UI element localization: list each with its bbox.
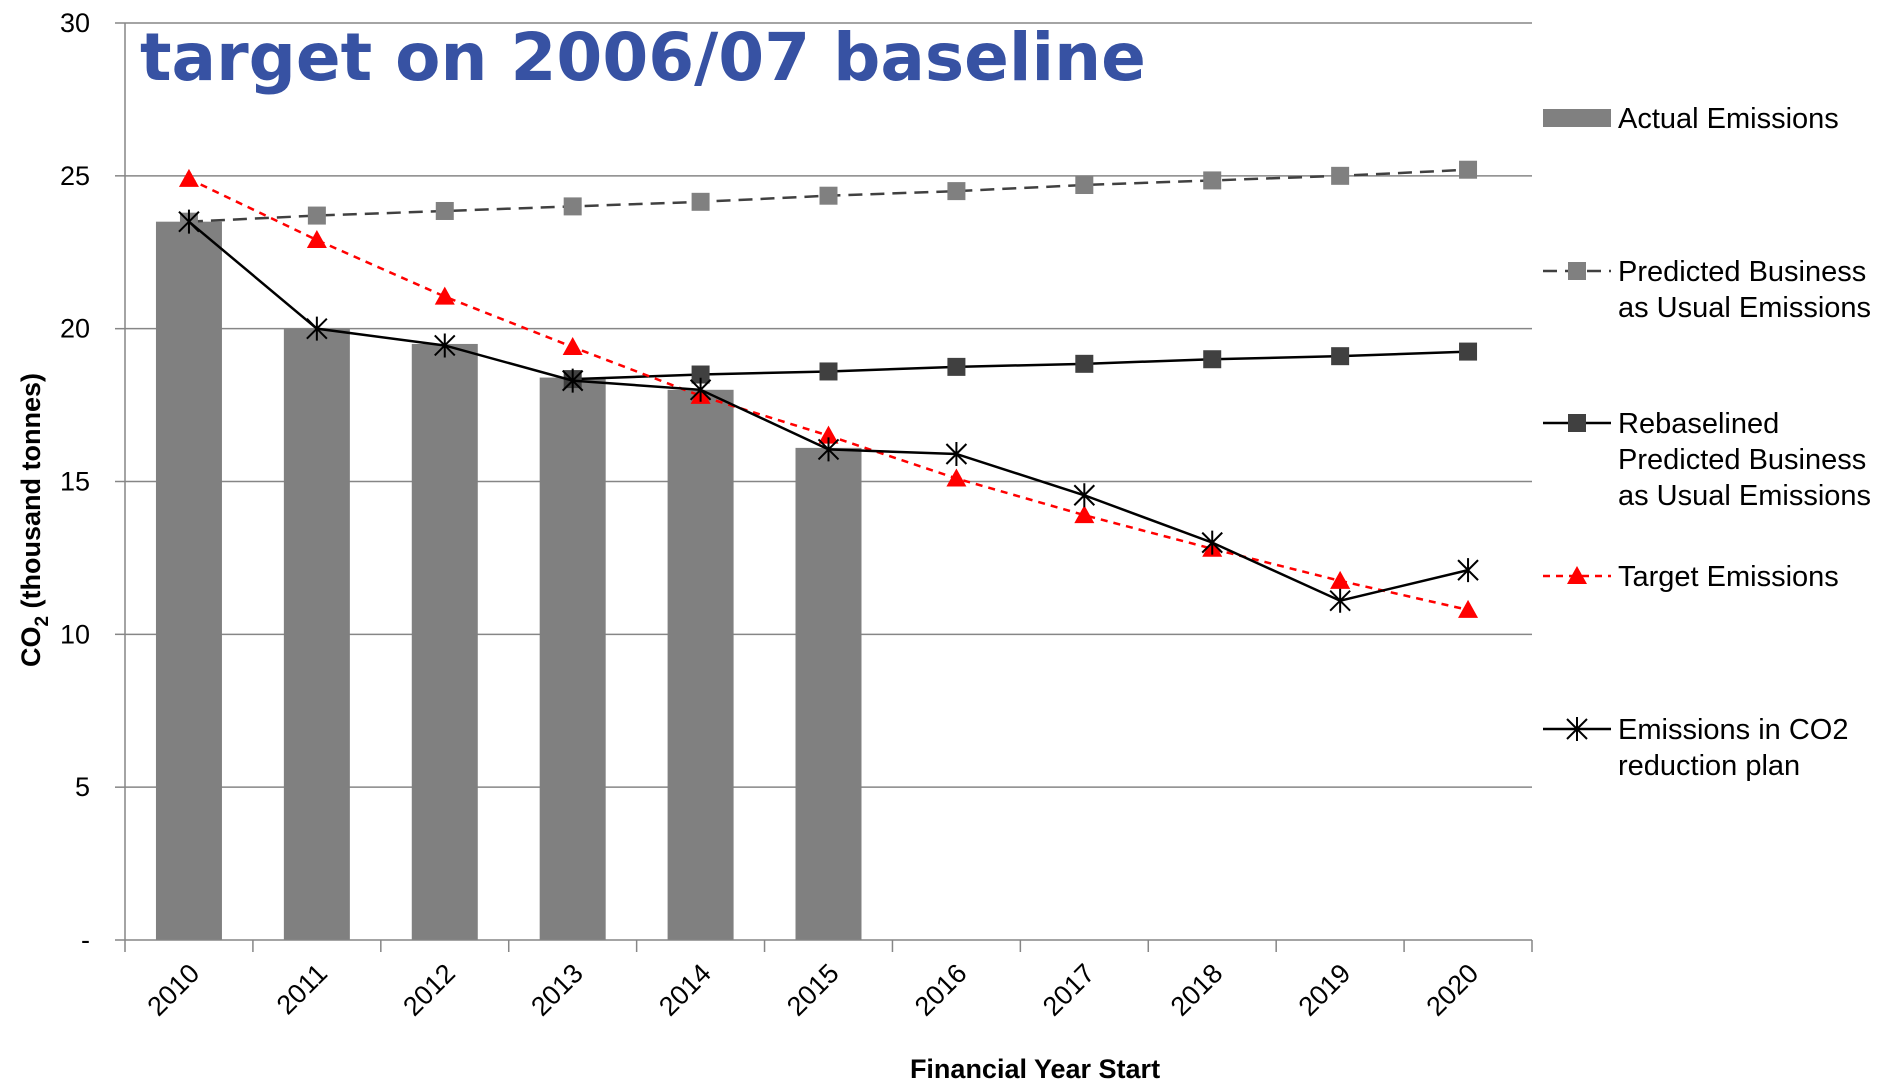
predicted-business-as-usual-emissions-point (947, 182, 966, 201)
x-tick-label: 2015 (781, 958, 845, 1022)
emissions-in-co2-reduction-plan-point (561, 368, 584, 393)
chart-title-line: target on 2006/07 baseline (140, 19, 1146, 96)
y-tick-label: 5 (75, 772, 90, 802)
rebaselined-predicted-business-as-usual-emissions-point (1568, 414, 1586, 432)
actual-emissions-bar (795, 447, 862, 940)
bars (155, 221, 862, 941)
predicted-business-as-usual-emissions-point (1203, 171, 1222, 190)
rebaselined-predicted-business-as-usual-emissions-point (1459, 342, 1478, 361)
legend-label: Emissions in CO2 (1618, 714, 1848, 746)
predicted-business-as-usual-emissions-point (307, 206, 326, 225)
rebaselined-predicted-business-as-usual-emissions-point (947, 357, 966, 376)
emissions-in-co2-reduction-plan-point (434, 333, 456, 358)
legend-label: Target Emissions (1618, 561, 1839, 593)
x-tick-label: 2019 (1293, 958, 1357, 1022)
target-emissions-point (1458, 599, 1479, 618)
target-emissions-point (1567, 566, 1587, 584)
emissions-in-co2-reduction-plan-point (945, 441, 968, 466)
x-axis-title: Financial Year Start (910, 1054, 1160, 1084)
legend-label: Predicted Business (1618, 256, 1866, 288)
predicted-business-as-usual-emissions-point (1459, 160, 1478, 179)
emissions-in-co2-reduction-plan-point (1201, 530, 1223, 555)
y-tick-label: 25 (60, 161, 90, 191)
target-emissions-point (434, 286, 455, 305)
predicted-business-as-usual-emissions-point (563, 197, 582, 216)
rebaselined-predicted-business-as-usual-emissions-point (691, 365, 710, 384)
x-tick-label: 2016 (909, 958, 973, 1022)
target-emissions-point (1074, 505, 1095, 524)
y-axis-title: CO2 (thousand tonnes) (16, 373, 53, 667)
predicted-business-as-usual-emissions-point (819, 186, 838, 205)
y-tick-label: 15 (60, 467, 90, 497)
x-tick-label: 2012 (397, 958, 461, 1022)
emissions-in-co2-reduction-plan-point (817, 437, 840, 462)
emissions-in-co2-reduction-plan-point (1457, 558, 1479, 583)
actual-emissions-bar (667, 389, 734, 940)
legend-label: as Usual Emissions (1618, 292, 1871, 324)
rebaselined-predicted-business-as-usual-emissions-point (1331, 347, 1350, 366)
predicted-business-as-usual-emissions-point (1331, 166, 1350, 185)
emissions-in-co2-reduction-plan-point (306, 316, 328, 341)
y-tick-label: 30 (60, 8, 90, 38)
legend-label: Predicted Business (1618, 444, 1866, 476)
emissions-in-co2-reduction-plan-point (1073, 483, 1096, 508)
axes (115, 22, 1533, 952)
legend-label: Rebaselined (1618, 408, 1779, 440)
y-axis-title-suffix: (thousand tonnes) (16, 373, 46, 616)
x-tick-label: 2013 (525, 958, 589, 1022)
emissions-in-co2-reduction-plan-point (1329, 588, 1351, 613)
rebaselined-predicted-business-as-usual-emissions-point (819, 362, 838, 381)
actual-emissions-bar (283, 328, 350, 941)
x-tick-labels: 2010 2011 2012 2013 2014 2015 2016 2017 2018 2019… (142, 958, 1485, 1022)
target-emissions-point (562, 337, 583, 356)
rebaselined-predicted-business-as-usual-emissions-line (572, 350, 1469, 381)
target-emissions-point (818, 425, 839, 444)
x-tick-label: 2014 (653, 958, 717, 1022)
series-lines (178, 160, 1479, 618)
emissions-in-co2-reduction-plan-point (689, 377, 712, 402)
predicted-business-as-usual-emissions-point (691, 192, 710, 211)
y-tick-label: 10 (60, 619, 90, 649)
predicted-business-as-usual-emissions-point (1568, 262, 1586, 280)
x-tick-label: 2020 (1421, 958, 1485, 1022)
y-axis-title-prefix: CO (16, 627, 46, 668)
target-emissions-point (946, 468, 967, 487)
legend-label: as Usual Emissions (1618, 480, 1871, 512)
target-emissions-point (1330, 570, 1351, 589)
predicted-business-as-usual-emissions-point (1075, 176, 1094, 195)
rebaselined-predicted-business-as-usual-emissions-point (1203, 350, 1222, 369)
y-tick-label: 20 (60, 314, 90, 344)
x-tick-label: 2018 (1165, 958, 1229, 1022)
actual-emissions-bar (539, 377, 606, 940)
rebaselined-predicted-business-as-usual-emissions-point (1075, 354, 1094, 373)
target-emissions-point (178, 168, 199, 187)
y-axis-title-subscript: 2 (32, 616, 53, 627)
legend-symbol-bar (1543, 109, 1611, 127)
actual-emissions-bar (155, 221, 222, 940)
actual-emissions-bar (411, 343, 478, 940)
emissions-in-co2-reduction-plan-point (1566, 717, 1588, 741)
legend-label: Actual Emissions (1618, 103, 1839, 135)
x-tick-label: 2010 (142, 958, 206, 1022)
emissions-in-co2-reduction-plan-point (178, 209, 200, 234)
legend-label: reduction plan (1618, 750, 1800, 782)
legend: Actual Emissions Predicted Business as Usu… (1543, 103, 1871, 782)
chart-title: target on 2006/07 baseline (140, 19, 1146, 96)
y-tick-label: - (81, 925, 90, 955)
predicted-business-as-usual-emissions-point (435, 201, 454, 220)
target-emissions-point (306, 230, 327, 249)
y-tick-labels: - 5 10 15 20 25 30 (60, 8, 90, 955)
x-tick-label: 2011 (271, 958, 333, 1020)
x-tick-label: 2017 (1037, 958, 1101, 1022)
